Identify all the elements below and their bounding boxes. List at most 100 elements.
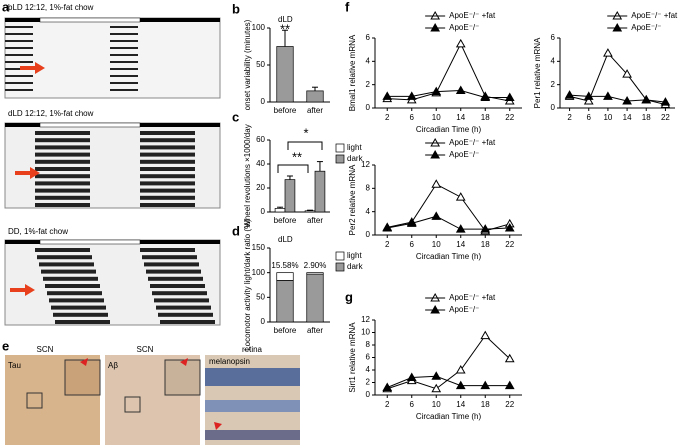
x-tick-label: 22 bbox=[505, 400, 514, 409]
chart-title: dLD bbox=[278, 15, 293, 24]
activity bbox=[51, 305, 106, 310]
activity bbox=[35, 152, 90, 157]
activity bbox=[35, 195, 90, 200]
activity bbox=[140, 188, 195, 193]
x-tick-label: 18 bbox=[642, 113, 651, 122]
y-tick-label: 50 bbox=[256, 60, 265, 69]
legend-label: dark bbox=[347, 262, 364, 271]
y-tick-label: 0 bbox=[261, 97, 266, 106]
activity bbox=[5, 47, 33, 49]
activity bbox=[5, 40, 33, 42]
line bbox=[387, 183, 510, 232]
panel-label: c bbox=[232, 109, 239, 124]
activity bbox=[110, 68, 138, 70]
x-tick-label: 18 bbox=[481, 240, 490, 249]
activity bbox=[35, 248, 90, 252]
image-label: melanopsin bbox=[209, 357, 250, 366]
bar bbox=[276, 46, 294, 103]
image-label: SCN bbox=[137, 345, 154, 354]
activity bbox=[110, 40, 138, 42]
image-label: retina bbox=[242, 345, 263, 354]
marker bbox=[622, 69, 632, 78]
marker bbox=[480, 380, 491, 390]
activity bbox=[140, 145, 195, 150]
activity bbox=[146, 269, 201, 274]
image-label: Tau bbox=[8, 361, 21, 370]
y-tick-label: 6 bbox=[366, 33, 371, 42]
y-tick-label: 0 bbox=[551, 103, 556, 112]
y-axis-label: Locomotor activity light/dark ratio (%) bbox=[243, 219, 252, 351]
y-axis-label: Sirt1 relative mRNA bbox=[348, 322, 357, 393]
x-tick-label: 14 bbox=[456, 240, 465, 249]
marker bbox=[641, 94, 652, 104]
y-tick-label: 50 bbox=[256, 292, 265, 301]
activity bbox=[140, 181, 195, 186]
marker bbox=[603, 91, 613, 100]
legend-label: ApoE⁻/⁻ +fat bbox=[449, 293, 496, 302]
y-tick-label: 100 bbox=[252, 23, 266, 32]
activity bbox=[148, 276, 203, 281]
x-tick-label: 14 bbox=[623, 113, 632, 122]
activity bbox=[5, 54, 33, 56]
activity bbox=[35, 159, 90, 164]
marker bbox=[583, 95, 594, 105]
y-tick-label: 0 bbox=[261, 207, 266, 216]
x-tick-label: after bbox=[307, 216, 323, 225]
x-tick-label: 18 bbox=[481, 400, 490, 409]
legend-swatch bbox=[335, 154, 345, 164]
marker bbox=[455, 192, 466, 201]
panel-label: d bbox=[232, 223, 240, 238]
x-tick-label: 14 bbox=[456, 400, 465, 409]
marker bbox=[406, 372, 417, 381]
significance: ** bbox=[280, 21, 290, 36]
bar bbox=[274, 208, 286, 213]
legend-label: ApoE⁻/⁻ +fat bbox=[631, 11, 678, 20]
marker bbox=[431, 211, 442, 220]
x-tick-label: 6 bbox=[587, 113, 592, 122]
activity bbox=[140, 248, 195, 252]
arrowhead bbox=[214, 422, 222, 430]
marker bbox=[406, 218, 417, 227]
marker bbox=[406, 91, 417, 100]
x-tick-label: before bbox=[274, 216, 297, 225]
arrowhead bbox=[180, 358, 188, 366]
actogram-title: dLD 12:12, 1%-fat chow bbox=[8, 109, 94, 118]
activity bbox=[39, 262, 94, 267]
y-tick-label: 2 bbox=[551, 80, 556, 89]
legend-label: light bbox=[347, 251, 362, 260]
actogram bbox=[4, 239, 221, 326]
y-tick-label: 4 bbox=[551, 56, 556, 65]
activity bbox=[140, 195, 195, 200]
x-tick-label: 6 bbox=[410, 240, 415, 249]
bar bbox=[306, 273, 324, 323]
line bbox=[387, 375, 510, 388]
roi bbox=[26, 392, 43, 409]
activity bbox=[150, 284, 205, 288]
y-tick-label: 6 bbox=[551, 33, 556, 42]
y-tick-label: 40 bbox=[256, 159, 265, 168]
x-tick-label: 10 bbox=[432, 113, 441, 122]
activity bbox=[35, 174, 90, 179]
legend-swatch bbox=[335, 251, 345, 261]
activity bbox=[35, 145, 90, 150]
activity bbox=[5, 61, 33, 63]
y-tick-label: 4 bbox=[366, 207, 371, 216]
light-bar bbox=[39, 17, 141, 23]
panel-label: g bbox=[345, 289, 353, 304]
line bbox=[569, 94, 666, 103]
x-tick-label: 2 bbox=[385, 113, 390, 122]
activity bbox=[140, 131, 195, 135]
panel-label: f bbox=[345, 0, 350, 14]
activity bbox=[35, 138, 90, 143]
legend-label: ApoE⁻/⁻ bbox=[449, 23, 479, 32]
chart-title: dLD bbox=[278, 235, 293, 244]
x-tick-label: 14 bbox=[456, 113, 465, 122]
x-tick-label: 18 bbox=[481, 113, 490, 122]
marker bbox=[603, 48, 613, 57]
activity bbox=[41, 269, 96, 274]
legend-label: light bbox=[347, 143, 362, 152]
line bbox=[387, 89, 510, 98]
actogram bbox=[4, 122, 221, 209]
activity bbox=[5, 68, 33, 70]
marker bbox=[431, 383, 442, 393]
